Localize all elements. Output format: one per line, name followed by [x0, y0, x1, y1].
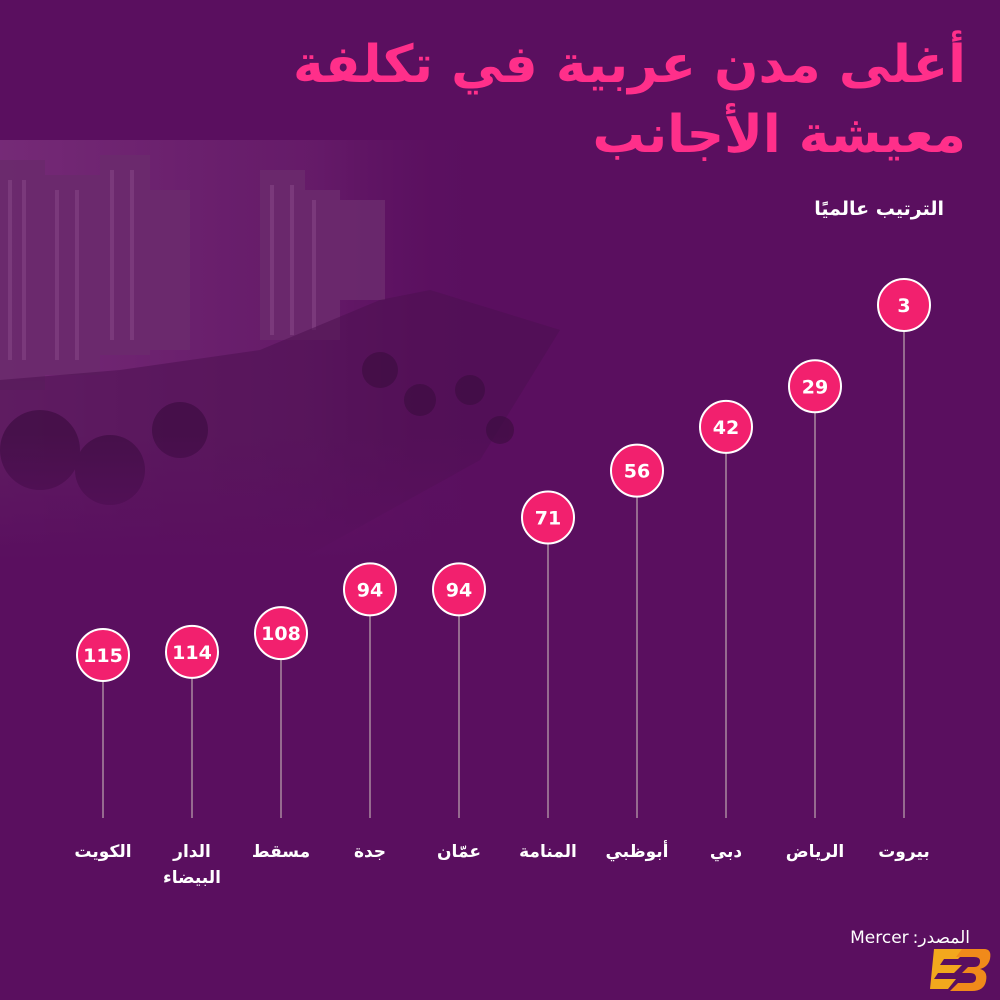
chart-subtitle: الترتيب عالميًا	[814, 198, 944, 220]
marker-7	[699, 399, 753, 454]
source-label: المصدر:	[912, 928, 970, 948]
category-label-4: عمّان	[437, 842, 481, 862]
category-label-0: الكويت	[74, 842, 131, 862]
publisher-logo	[930, 949, 991, 991]
marker-3	[343, 562, 397, 617]
value-label-7: 42	[713, 417, 739, 439]
category-label-7: دبي	[710, 842, 743, 862]
category-label-3: جدة	[354, 842, 386, 862]
value-label-8: 29	[802, 376, 828, 398]
marker-6	[610, 443, 664, 498]
marker-2	[254, 606, 308, 661]
value-label-9: 3	[897, 295, 910, 317]
marker-0	[76, 628, 130, 682]
category-label-8: الرياض	[786, 842, 844, 862]
title-line-2: معيشة الأجانب	[592, 105, 966, 165]
category-label-1-1: البيضاء	[163, 868, 221, 888]
source-name: Mercer	[850, 928, 909, 948]
category-label-5: المنامة	[519, 842, 577, 862]
marker-8	[788, 359, 842, 414]
category-label-6: أبوظبي	[605, 840, 668, 862]
value-label-0: 115	[83, 645, 123, 667]
category-label-2: مسقط	[252, 842, 310, 862]
value-label-4: 94	[446, 579, 472, 601]
marker-5	[521, 490, 575, 545]
chart-title: أغلى مدن عربية في تكلفة معيشة الأجانب	[206, 30, 966, 170]
value-label-6: 56	[624, 461, 650, 483]
marker-1	[165, 624, 219, 679]
marker-4	[432, 562, 486, 617]
category-label-1-0: الدار	[172, 842, 211, 862]
value-label-5: 71	[535, 508, 561, 530]
value-label-3: 94	[357, 579, 383, 601]
value-label-2: 108	[261, 623, 301, 645]
marker-9	[877, 278, 931, 332]
source-note: المصدر:Mercer	[850, 928, 970, 948]
value-label-1: 114	[172, 642, 212, 664]
category-label-9: بيروت	[878, 842, 930, 862]
title-line-1: أغلى مدن عربية في تكلفة	[293, 35, 966, 95]
